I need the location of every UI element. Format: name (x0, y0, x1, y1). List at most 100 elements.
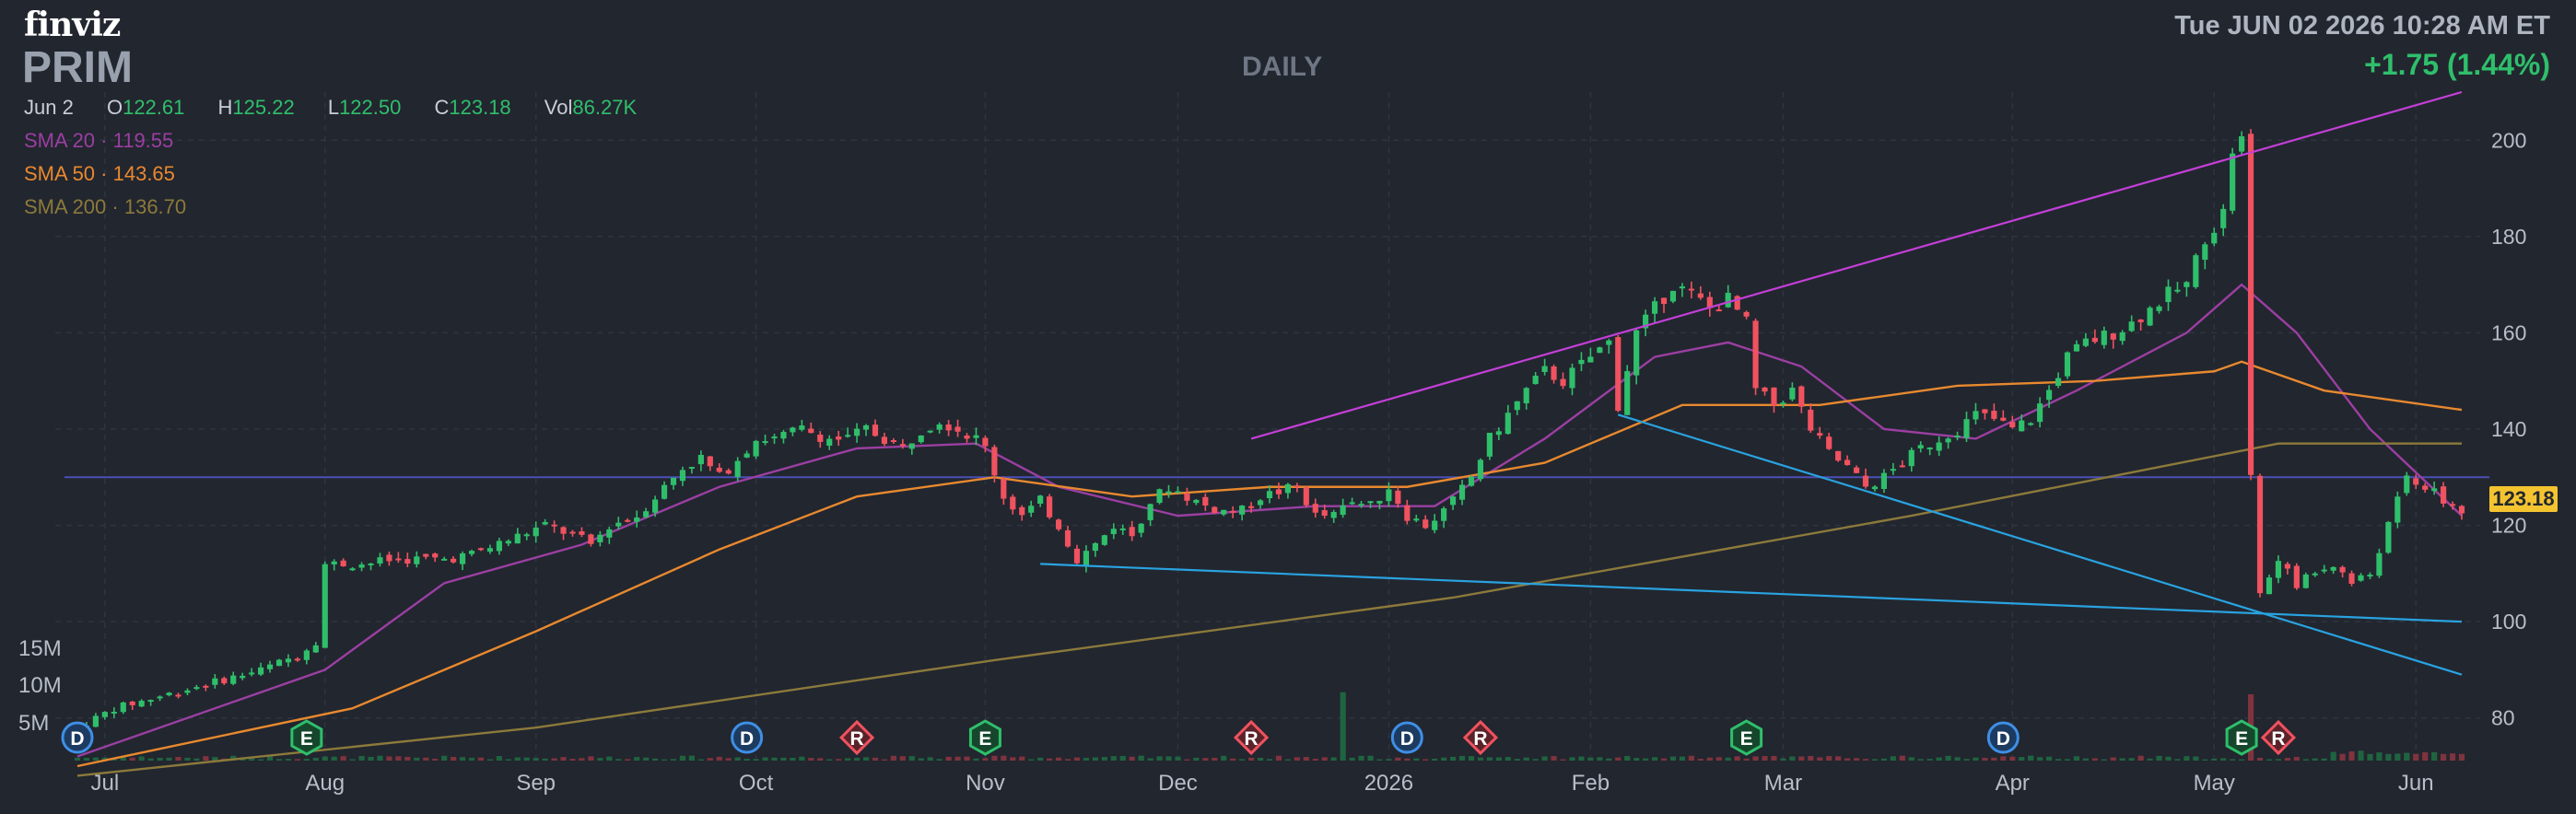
datetime-display: Tue JUN 02 2026 10:28 AM ET (2174, 11, 2550, 41)
sma50-legend[interactable]: SMA 50 · 143.65 (24, 162, 175, 185)
event-marker-d[interactable]: D (1986, 721, 2020, 754)
candle-body (101, 712, 108, 717)
candle-body (2119, 331, 2125, 342)
event-label: D (740, 728, 754, 750)
event-marker-d[interactable]: D (61, 721, 94, 754)
volume-bar (579, 758, 585, 761)
price-change: +1.75 (1.44%) (2364, 48, 2550, 81)
candle-body (404, 559, 411, 564)
x-tick-label: Apr (1996, 771, 2030, 796)
candle-body (275, 659, 283, 667)
volume-bar (2193, 756, 2199, 761)
event-marker-e[interactable]: E (290, 719, 323, 756)
candle-body (505, 541, 511, 544)
candle-body (358, 564, 365, 568)
candle-body (679, 470, 686, 482)
candle-body (991, 447, 998, 476)
candle-body (2422, 485, 2429, 490)
candle-body (1367, 501, 1374, 504)
volume-bar (1138, 755, 1144, 761)
candle-body (1275, 489, 1282, 494)
volume-bar (1541, 756, 1548, 761)
event-marker-d[interactable]: D (1390, 721, 1423, 754)
event-marker-r[interactable]: R (838, 719, 875, 756)
candle-body (1697, 293, 1704, 298)
candle-body (2082, 338, 2089, 346)
candle-body (1083, 551, 1090, 566)
volume-bar (138, 756, 145, 761)
volume-bar (2000, 756, 2007, 761)
sma-line-sma50 (76, 360, 2463, 768)
event-marker-e[interactable]: E (2225, 719, 2258, 756)
candle-body (2275, 561, 2282, 578)
volume-bar (1762, 756, 1768, 761)
volume-bar (1413, 758, 1420, 761)
candle-body (2055, 378, 2062, 386)
candle-body (1551, 366, 1557, 380)
volume-bar (1303, 757, 1309, 761)
candle-body (2019, 420, 2025, 432)
volume-bar (312, 758, 319, 761)
timeframe-label[interactable]: DAILY (1242, 52, 1323, 82)
rating-icon (1462, 719, 1499, 756)
volume-bar (927, 757, 933, 761)
x-tick-label: Mar (1764, 771, 1802, 796)
volume-bar (670, 759, 677, 761)
sma200-legend[interactable]: SMA 200 · 136.70 (24, 195, 187, 218)
candle-body (193, 687, 200, 690)
candle-body (2367, 575, 2373, 577)
candle-body (597, 534, 603, 542)
candle-body (2230, 153, 2236, 211)
candle-body (2385, 521, 2392, 553)
sma20-legend[interactable]: SMA 20 · 119.55 (24, 129, 174, 152)
event-marker-r[interactable]: R (2260, 719, 2297, 756)
finviz-logo[interactable]: finviz (24, 6, 121, 44)
volume-bar (533, 758, 539, 761)
volume-bar (1688, 755, 1694, 761)
volume-bar (753, 759, 759, 761)
candle-body (2302, 574, 2309, 588)
candle-body (2091, 337, 2098, 343)
event-marker-r[interactable]: R (1234, 719, 1270, 756)
volume-bar (2147, 758, 2153, 761)
event-marker-e[interactable]: E (968, 719, 1001, 756)
volume-bar (1679, 756, 1686, 761)
candle-body (138, 701, 145, 707)
volume-bar (1175, 756, 1181, 761)
volume-bar (477, 757, 485, 761)
volume-bar (1284, 759, 1291, 761)
candle-body (1284, 483, 1291, 494)
volume-bar (2184, 756, 2190, 761)
candle-body (982, 437, 989, 447)
candle-body (2037, 403, 2043, 423)
candle-body (459, 552, 466, 564)
volume-bar (358, 755, 365, 761)
volume-bar (1697, 759, 1704, 761)
candle-body (1633, 330, 1640, 376)
volume-bar (486, 759, 494, 761)
candle-body (2413, 478, 2419, 485)
volume-bar (184, 757, 191, 761)
event-marker-e[interactable]: E (1730, 719, 1763, 756)
volume-bar (1643, 758, 1649, 761)
volume-bar (2266, 759, 2273, 761)
volume-bar (294, 759, 300, 761)
candle-body (1514, 401, 1520, 411)
candle-body (2330, 566, 2336, 571)
volume-bar (826, 759, 833, 761)
volume-bar (790, 757, 796, 761)
volume-bar (203, 756, 209, 761)
volume-tick-label: 5M (18, 711, 49, 736)
candle-body (92, 715, 99, 727)
volume-bar (1808, 755, 1814, 761)
volume-bar (505, 759, 511, 761)
candle-body (890, 440, 896, 443)
event-marker-r[interactable]: R (1462, 719, 1499, 756)
volume-bar (1880, 758, 1887, 761)
y-tick-label: 80 (2491, 706, 2515, 730)
x-tick-label: Feb (1572, 771, 1610, 796)
event-marker-d[interactable]: D (731, 721, 764, 754)
volume-bar (2321, 758, 2327, 761)
